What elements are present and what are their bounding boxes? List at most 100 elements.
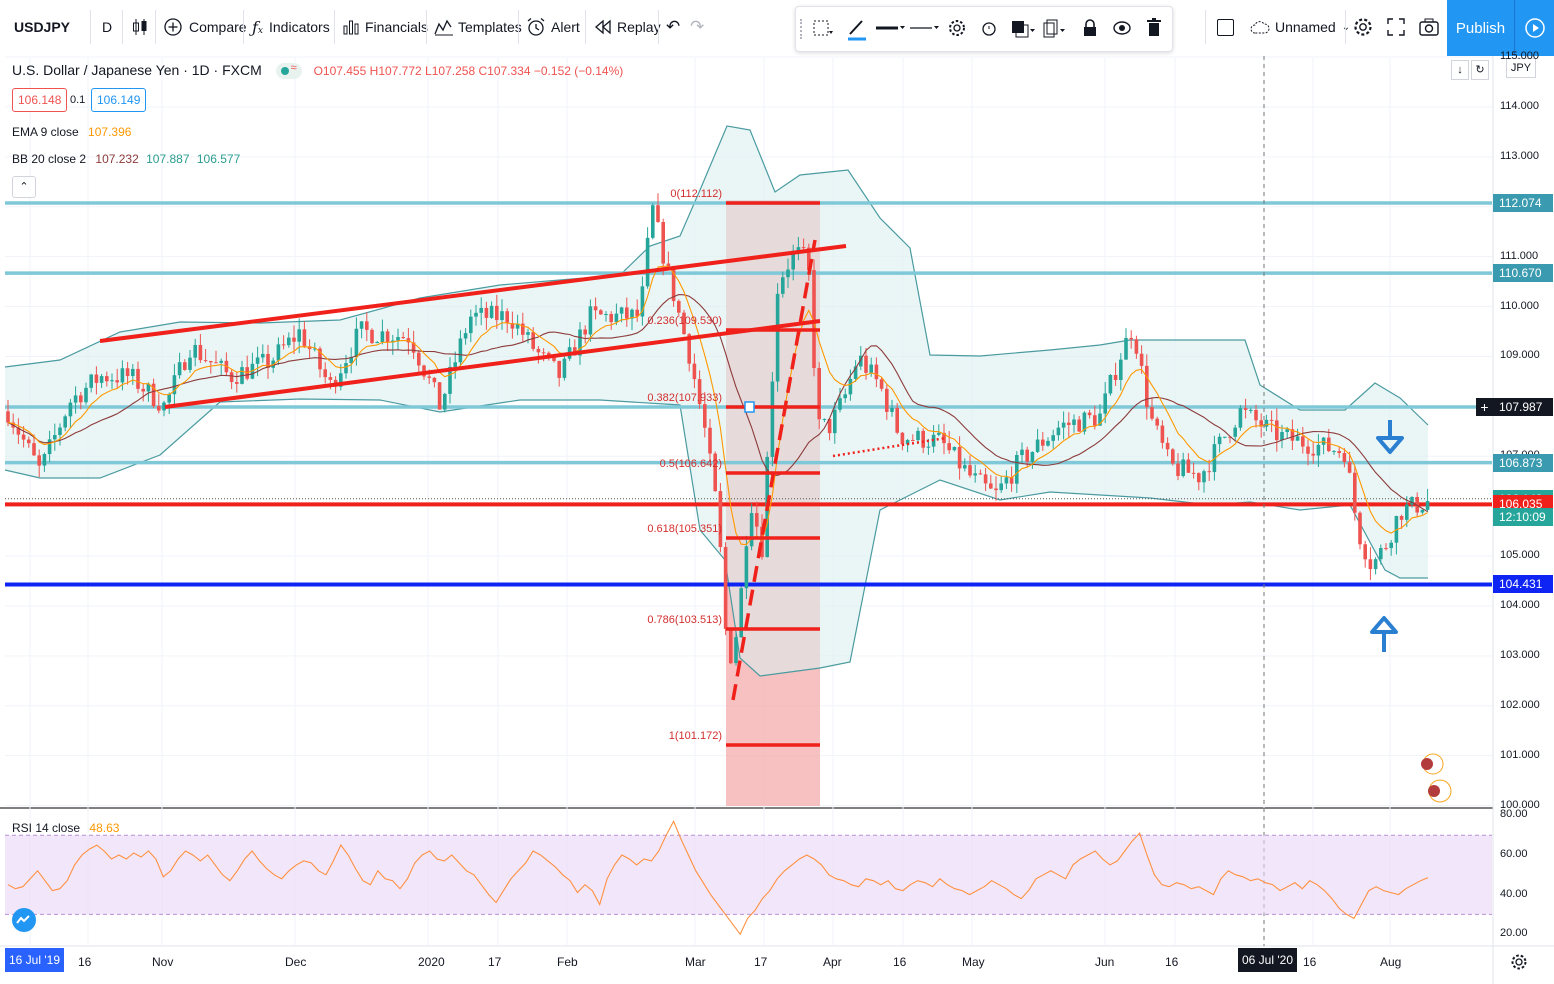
candle-body [1082,412,1087,432]
template-icon[interactable] [812,19,834,39]
bb-upper-value: 107.887 [146,152,190,166]
replay-button[interactable]: Replay [594,10,661,44]
visual-order-icon[interactable] [1010,19,1036,39]
toolbar-divider [334,10,335,44]
candle-body [375,342,379,344]
go-live-button[interactable] [1514,0,1554,56]
layout-name-button[interactable]: Unnamed ⌄ [1250,10,1350,44]
candle-body [1389,542,1393,549]
play-circle-icon [1525,18,1545,38]
candle-body [167,394,171,403]
tradingview-logo-icon[interactable] [12,908,36,932]
sell-button[interactable]: 106.148 [12,88,68,112]
candle-body [16,427,21,435]
alarm-add-icon[interactable] [980,19,998,37]
candle-body [396,337,400,341]
candle-body [1124,337,1128,360]
publish-button[interactable]: Publish [1447,0,1514,56]
snapshot-button[interactable] [1419,10,1439,44]
price-chart[interactable]: 0(112.112) 0.236(109.530) 0.382(107.933) 0.… [0,56,1554,984]
candle-body [287,337,291,346]
compare-button[interactable]: Compare [163,10,247,44]
rsi-legend[interactable]: RSI 14 close 48.63 [12,821,119,835]
time-tick-label: Dec [285,955,307,969]
indicators-button[interactable]: ƒx Indicators [252,10,330,44]
candle-body [21,434,26,440]
select-layout-checkbox[interactable] [1217,10,1234,44]
candle-body [344,363,348,374]
candle-body [115,380,119,383]
currency-button[interactable]: JPY [1506,58,1536,78]
financials-button[interactable]: Financials [342,10,428,44]
redo-button[interactable]: ↷ [690,10,704,44]
candle-body [1119,359,1123,380]
candle-body [1046,440,1050,446]
line-style-icon[interactable] [910,21,940,35]
candle-body [203,360,208,362]
collapse-legend-button[interactable]: ⌃ [12,176,36,198]
toolbar-divider [426,10,427,44]
candle-body [198,344,203,361]
candle-body [864,355,868,373]
candle-body [469,316,473,334]
candle-body [1181,459,1185,476]
layout-name-label: Unnamed [1275,19,1336,35]
candle-body [708,427,712,454]
rewind-icon [595,19,611,35]
candle-body [1129,337,1133,340]
candle-body [1347,462,1352,473]
candle-body [926,446,931,448]
ema-line [7,265,1428,546]
candle-body [562,358,567,378]
candle-body [349,357,353,364]
candle-body [1425,501,1430,510]
fullscreen-button[interactable] [1387,10,1405,44]
undo-button[interactable]: ↶ [666,10,680,44]
add-level-button[interactable]: + [1476,398,1493,416]
candle-body [666,263,671,267]
candle-body [281,344,286,346]
bb-legend[interactable]: BB 20 close 2 107.232 107.887 106.577 [12,152,240,166]
candle-body [1087,412,1092,416]
ohlc-high-label: H [369,64,379,78]
candle-body [879,379,884,389]
candle-body [380,331,385,343]
scale-settings-button[interactable] [1510,953,1528,976]
chart-settings-button[interactable] [1353,10,1373,44]
templates-button[interactable]: Templates [434,10,522,44]
pencil-icon[interactable] [846,17,868,41]
level-price-badge: 104.431 [1493,575,1553,594]
scroll-down-button[interactable]: ↓ [1451,60,1469,80]
candle-body [937,432,941,435]
drag-handle-icon[interactable] [800,19,806,39]
templates-label: Templates [458,19,522,35]
candle-body [1077,419,1081,432]
eye-icon[interactable] [1112,19,1132,37]
alert-button[interactable]: Alert [526,10,580,44]
trash-icon[interactable] [1146,18,1162,38]
lock-icon[interactable] [1082,18,1098,38]
candle-body [531,332,535,349]
ema-legend[interactable]: EMA 9 close 107.396 [12,125,131,139]
settings-gear-icon[interactable] [948,19,966,37]
candle-body [276,344,281,361]
candle-body [853,366,858,379]
candle-body [27,439,31,444]
gear-icon [1354,18,1372,36]
candle-body [183,362,187,370]
rsi-tick-label: 80.00 [1500,808,1528,821]
interval-button[interactable]: D [102,10,112,44]
candle-body [723,546,728,629]
candle-body [235,382,239,384]
candle-body [952,446,957,451]
buy-button[interactable]: 106.149 [91,88,147,112]
line-thickness-icon[interactable] [876,21,906,35]
clone-icon[interactable] [1042,19,1068,39]
reset-scale-button[interactable]: ↻ [1471,60,1489,80]
candle-body [801,247,806,249]
chart-type-button[interactable] [131,10,149,44]
candle-body [188,357,192,370]
toolbar-divider [155,10,156,44]
symbol-search[interactable]: USDJPY [14,10,70,44]
candle-body [1342,453,1347,463]
